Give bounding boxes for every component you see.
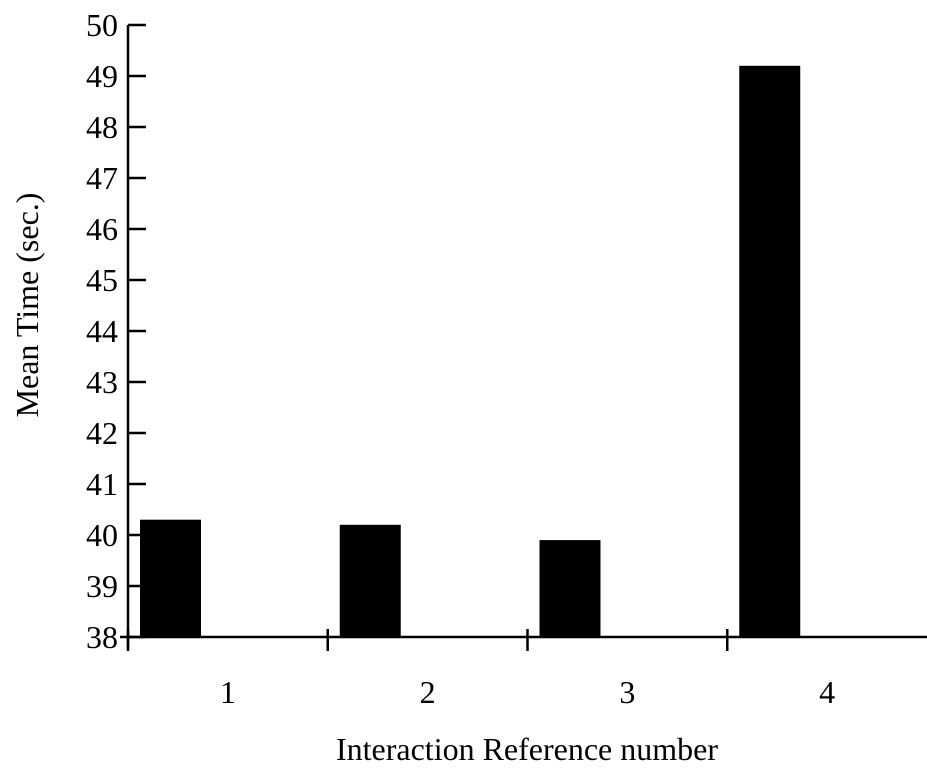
y-tick-label: 42 [86, 415, 118, 451]
y-axis: 38 39 40 41 42 43 44 45 46 47 48 49 50 [86, 7, 146, 655]
y-tick-label: 40 [86, 517, 118, 553]
bars [140, 65, 801, 638]
y-tick-label: 48 [86, 109, 118, 145]
y-tick-label: 47 [86, 160, 118, 196]
bar [140, 519, 201, 637]
y-tick-label: 44 [86, 313, 118, 349]
y-tick-label: 46 [86, 211, 118, 247]
x-tick-label: 1 [220, 674, 236, 710]
bar [539, 540, 601, 637]
y-tick-label: 50 [86, 7, 118, 43]
y-tick-label: 43 [86, 364, 118, 400]
y-tick-label: 49 [86, 58, 118, 94]
bar [739, 65, 801, 638]
y-tick-label: 45 [86, 262, 118, 298]
y-tick-label: 39 [86, 568, 118, 604]
x-tick-label: 2 [420, 674, 436, 710]
bar [339, 524, 401, 637]
y-tick-label: 41 [86, 466, 118, 502]
y-tick-label: 38 [86, 619, 118, 655]
x-tick-label: 3 [619, 674, 635, 710]
x-axis: 1 2 3 4 [120, 629, 927, 710]
x-tick-label: 4 [819, 674, 835, 710]
y-axis-label: Mean Time (sec.) [9, 193, 45, 418]
x-axis-label: Interaction Reference number [336, 731, 718, 766]
